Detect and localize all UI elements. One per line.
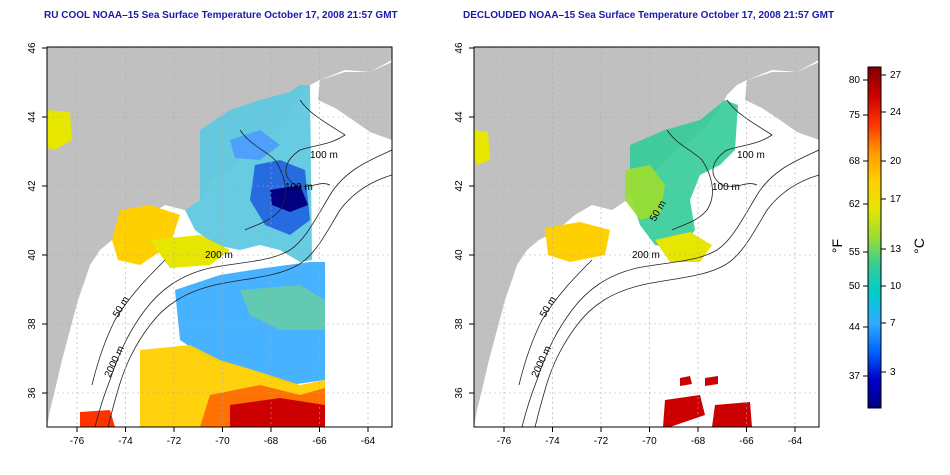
fahrenheit-tick-label: 62: [849, 199, 861, 210]
x-axis-tick-label: -70: [215, 436, 230, 447]
celsius-tick-label: 3: [890, 367, 896, 378]
left-map: 100 m 100 m 200 m 50 m 2000 m: [47, 47, 392, 427]
fahrenheit-tick-label: 50: [849, 281, 861, 292]
bathymetry-contours: [91, 99, 392, 427]
left-map-frame: [46, 46, 393, 428]
x-axis-tick-label: -70: [642, 436, 657, 447]
land-mass-east: [318, 62, 392, 140]
y-axis-tick-label: 40: [27, 249, 38, 261]
right-map-axes: -76 -74 -72 -70 -68 -66 -64 36 38 40 42 44 46: [454, 42, 803, 447]
x-axis-tick-label: -68: [691, 436, 706, 447]
y-axis-tick-label: 42: [454, 180, 465, 192]
celsius-tick-label: 27: [890, 70, 902, 81]
x-axis-tick-label: -68: [264, 436, 279, 447]
right-map: 100 m 100 m 50 m 200 m 50 m 2000 m: [474, 47, 819, 427]
y-axis-tick-label: 40: [454, 249, 465, 261]
celsius-tick-label: 20: [890, 156, 902, 167]
contour-label: 200 m: [205, 250, 233, 261]
x-axis-tick-label: -74: [545, 436, 560, 447]
colorbar: 80 75 68 62 55 50 44 37 27 24 20 17 13 10 7 3 °F °C: [829, 66, 927, 409]
contour-label: 100 m: [737, 150, 765, 161]
x-axis-tick-label: -76: [497, 436, 512, 447]
x-axis-tick-label: -72: [167, 436, 182, 447]
y-axis-tick-label: 42: [27, 180, 38, 192]
colorbar-ticks: 80 75 68 62 55 50 44 37 27 24 20 17 13 10 7 3: [849, 70, 902, 382]
bathymetry-contours: [518, 99, 819, 427]
celsius-tick-label: 24: [890, 107, 902, 118]
y-axis-tick-label: 36: [454, 387, 465, 399]
celsius-tick-label: 13: [890, 244, 902, 255]
y-axis-tick-label: 38: [454, 318, 465, 330]
fahrenheit-tick-label: 55: [849, 247, 861, 258]
x-axis-tick-label: -66: [312, 436, 327, 447]
fahrenheit-unit-label: °F: [829, 239, 845, 253]
contour-label: 100 m: [712, 182, 740, 193]
contour-label: 100 m: [285, 182, 313, 193]
graticule: [47, 47, 392, 427]
celsius-tick-label: 17: [890, 194, 902, 205]
x-axis-tick-label: -76: [70, 436, 85, 447]
fahrenheit-tick-label: 37: [849, 371, 861, 382]
sst-field: [47, 85, 325, 427]
land-mass: [47, 47, 392, 427]
y-axis-tick-label: 36: [27, 387, 38, 399]
right-map-frame: [473, 46, 820, 428]
left-map-title: RU COOL NOAA–15 Sea Surface Temperature …: [44, 10, 398, 21]
fahrenheit-tick-label: 75: [849, 110, 861, 121]
x-axis-tick-label: -64: [361, 436, 376, 447]
fahrenheit-tick-label: 68: [849, 156, 861, 167]
right-map-title: DECLOUDED NOAA–15 Sea Surface Temperatur…: [463, 10, 835, 21]
fahrenheit-tick-label: 80: [849, 75, 861, 86]
land-mass-east: [745, 62, 819, 140]
x-axis-tick-label: -74: [118, 436, 133, 447]
fahrenheit-tick-label: 44: [849, 322, 861, 333]
y-axis-tick-label: 46: [27, 42, 38, 54]
y-axis-tick-label: 44: [27, 111, 38, 123]
x-axis-tick-label: -66: [739, 436, 754, 447]
land-mass: [474, 47, 819, 427]
celsius-unit-label: °C: [911, 238, 927, 254]
contour-label: 100 m: [310, 150, 338, 161]
celsius-tick-label: 10: [890, 281, 902, 292]
y-axis-tick-label: 44: [454, 111, 465, 123]
contour-label: 200 m: [632, 250, 660, 261]
y-axis-tick-label: 46: [454, 42, 465, 54]
left-map-axes: -76 -74 -72 -70 -68 -66 -64 36 38 40 42 44 46: [27, 42, 376, 447]
x-axis-tick-label: -64: [788, 436, 803, 447]
x-axis-tick-label: -72: [594, 436, 609, 447]
celsius-tick-label: 7: [890, 318, 896, 329]
graticule: [474, 47, 819, 427]
y-axis-tick-label: 38: [27, 318, 38, 330]
sst-field: [474, 100, 752, 427]
colorbar-bar: [867, 66, 882, 409]
